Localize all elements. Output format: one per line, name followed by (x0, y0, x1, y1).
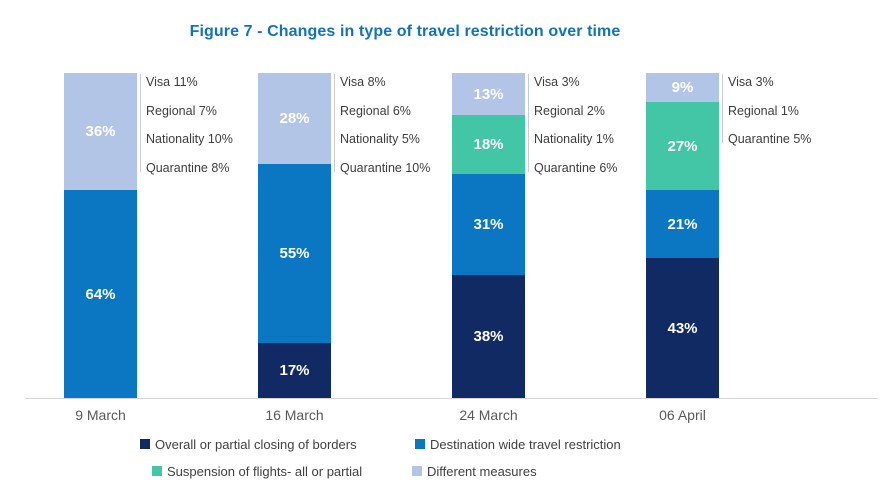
annotation-text: Quarantine 5% (728, 132, 812, 147)
segment-value-label: 28% (279, 110, 310, 127)
annotation-leader-line (139, 74, 141, 173)
annotation-text: Visa 3% (534, 75, 580, 89)
annotation-text: Nationality 1% (534, 132, 614, 147)
legend-item-teal: Suspension of flights- all or partial (152, 463, 363, 479)
x-axis-label: 16 March (265, 407, 324, 423)
x-axis-label: 06 April (659, 407, 706, 423)
segment-value-label: 9% (671, 79, 694, 97)
bar-segment-blue: 31% (452, 173, 525, 275)
segment-value-label: 21% (667, 215, 698, 233)
annotation-text: Visa 11% (146, 75, 198, 89)
segment-value-label: 38% (473, 327, 504, 345)
bar-segment-blue: 55% (258, 164, 331, 343)
x-axis-line (25, 398, 878, 399)
legend-label: Suspension of flights- all or partial (167, 463, 363, 479)
segment-value-label: 55% (279, 244, 310, 262)
bar-segment-teal: 27% (646, 102, 719, 190)
segment-value-label: 64% (85, 285, 116, 303)
legend-swatch-icon (412, 466, 422, 476)
segment-value-label: 13% (473, 85, 504, 103)
legend-swatch-icon (152, 466, 162, 476)
annotation-text: Nationality 10% (146, 132, 233, 147)
legend-label: Overall or partial closing of borders (155, 436, 357, 452)
annotation-text: Regional 1% (728, 103, 799, 118)
figure-title: Figure 7 - Changes in type of travel res… (189, 23, 621, 40)
x-axis-label: 24 March (459, 407, 518, 423)
legend-item-navy: Overall or partial closing of borders (140, 436, 357, 452)
annotation-text: Regional 7% (146, 103, 217, 118)
bar-segment-navy: 17% (258, 342, 331, 398)
bar-segment-navy: 38% (452, 274, 525, 398)
bar-segment-blue: 21% (646, 190, 719, 259)
bar-segment-light_blue: 28% (258, 73, 331, 164)
segment-value-label: 27% (667, 137, 698, 155)
x-axis-label: 9 March (75, 407, 126, 423)
segment-value-label: 31% (473, 215, 504, 233)
legend-label: Destination wide travel restriction (430, 436, 621, 452)
annotation-text: Regional 6% (340, 103, 411, 118)
bar-segment-blue: 64% (64, 190, 137, 398)
bar-segment-teal: 18% (452, 115, 525, 174)
annotation-leader-line (333, 74, 335, 173)
annotation-text: Visa 3% (728, 75, 774, 89)
annotation-leader-line (721, 74, 723, 144)
annotation-text: Nationality 5% (340, 132, 420, 147)
annotation-leader-line (527, 74, 529, 173)
bar-segment-light_blue: 9% (646, 73, 719, 103)
segment-value-label: 17% (279, 361, 310, 379)
bar-segment-navy: 43% (646, 258, 719, 398)
legend-swatch-icon (140, 439, 150, 449)
annotation-text: Regional 2% (534, 103, 605, 118)
legend-item-blue: Destination wide travel restriction (415, 436, 621, 452)
legend-item-light_blue: Different measures (412, 463, 537, 479)
segment-value-label: 36% (85, 123, 116, 140)
bar-segment-light_blue: 13% (452, 73, 525, 116)
legend-swatch-icon (415, 439, 425, 449)
bar-segment-light_blue: 36% (64, 73, 137, 190)
segment-value-label: 43% (667, 319, 698, 337)
annotation-text: Quarantine 6% (534, 161, 618, 176)
legend-label: Different measures (427, 463, 537, 479)
annotation-text: Quarantine 10% (340, 161, 431, 176)
segment-value-label: 18% (473, 136, 504, 153)
annotation-text: Quarantine 8% (146, 161, 230, 176)
annotation-text: Visa 8% (340, 75, 386, 89)
